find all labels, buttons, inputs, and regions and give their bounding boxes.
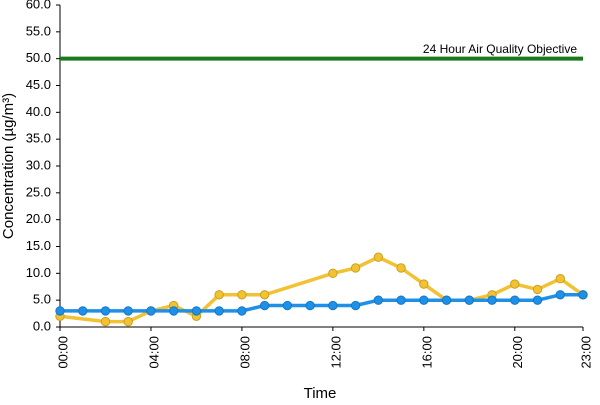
data-point xyxy=(578,290,588,300)
data-point xyxy=(123,316,133,327)
data-point xyxy=(555,290,565,300)
reference-line-label: 24 Hour Air Quality Objective xyxy=(423,42,577,56)
y-tick-label: 45.0 xyxy=(26,77,51,92)
data-point xyxy=(532,284,543,295)
data-point xyxy=(100,306,111,316)
data-point xyxy=(532,295,543,305)
data-point xyxy=(146,306,156,316)
y-axis-title: Concentration (µg/m³) xyxy=(0,93,17,239)
x-axis: 00:00 04:00 08:00 12:00 16:00 20:00 23:00 xyxy=(55,326,593,369)
y-tick-label: 20.0 xyxy=(26,211,51,226)
data-point xyxy=(350,263,361,273)
y-tick-label: 40.0 xyxy=(26,104,51,119)
data-point xyxy=(259,300,270,311)
x-tick-label: 23:00 xyxy=(578,336,593,369)
data-point xyxy=(441,295,452,305)
y-tick-label: 30.0 xyxy=(26,157,51,172)
data-point xyxy=(55,306,65,316)
y-tick-label: 55.0 xyxy=(26,23,51,38)
data-point xyxy=(464,295,475,305)
x-tick-label: 20:00 xyxy=(510,336,525,369)
y-tick-label: 60.0 xyxy=(26,0,51,11)
data-point xyxy=(259,290,270,300)
y-tick-label: 25.0 xyxy=(26,184,51,199)
data-point xyxy=(373,295,384,305)
y-tick-label: 15.0 xyxy=(26,238,51,253)
data-point xyxy=(305,300,315,311)
x-tick-label: 16:00 xyxy=(419,336,434,369)
data-point xyxy=(510,295,520,305)
data-point xyxy=(214,290,224,300)
y-tick-label: 50.0 xyxy=(26,50,51,65)
data-point xyxy=(282,300,293,311)
data-point xyxy=(419,295,429,305)
data-point xyxy=(100,316,111,327)
data-point xyxy=(373,252,384,262)
x-tick-label: 08:00 xyxy=(237,336,252,369)
data-point xyxy=(328,268,338,279)
data-point xyxy=(555,274,565,284)
data-point xyxy=(123,306,133,316)
data-point xyxy=(328,300,338,311)
data-point xyxy=(237,306,247,316)
data-point xyxy=(350,300,361,311)
y-tick-label: 35.0 xyxy=(26,131,51,146)
x-tick-label: 00:00 xyxy=(55,336,70,369)
data-point xyxy=(487,295,497,305)
y-tick-label: 0.0 xyxy=(33,318,51,333)
series-line-2 xyxy=(60,293,583,313)
data-point xyxy=(214,306,224,316)
series-group xyxy=(55,252,588,327)
x-axis-title: Time xyxy=(304,385,337,400)
data-point xyxy=(510,279,520,289)
y-tick-label: 5.0 xyxy=(33,292,51,307)
data-point xyxy=(419,279,429,289)
y-tick-label: 10.0 xyxy=(26,265,51,280)
y-axis: 0.0 5.0 10.0 15.0 20.0 25.0 30.0 35.0 40.0 45.0 50… xyxy=(26,0,61,333)
data-point xyxy=(396,263,406,273)
data-point xyxy=(78,306,88,316)
x-tick-label: 12:00 xyxy=(328,336,343,369)
x-tick-label: 04:00 xyxy=(146,336,161,369)
data-point xyxy=(191,306,202,316)
data-point xyxy=(396,295,406,305)
data-point xyxy=(168,306,179,316)
data-point xyxy=(237,290,247,300)
